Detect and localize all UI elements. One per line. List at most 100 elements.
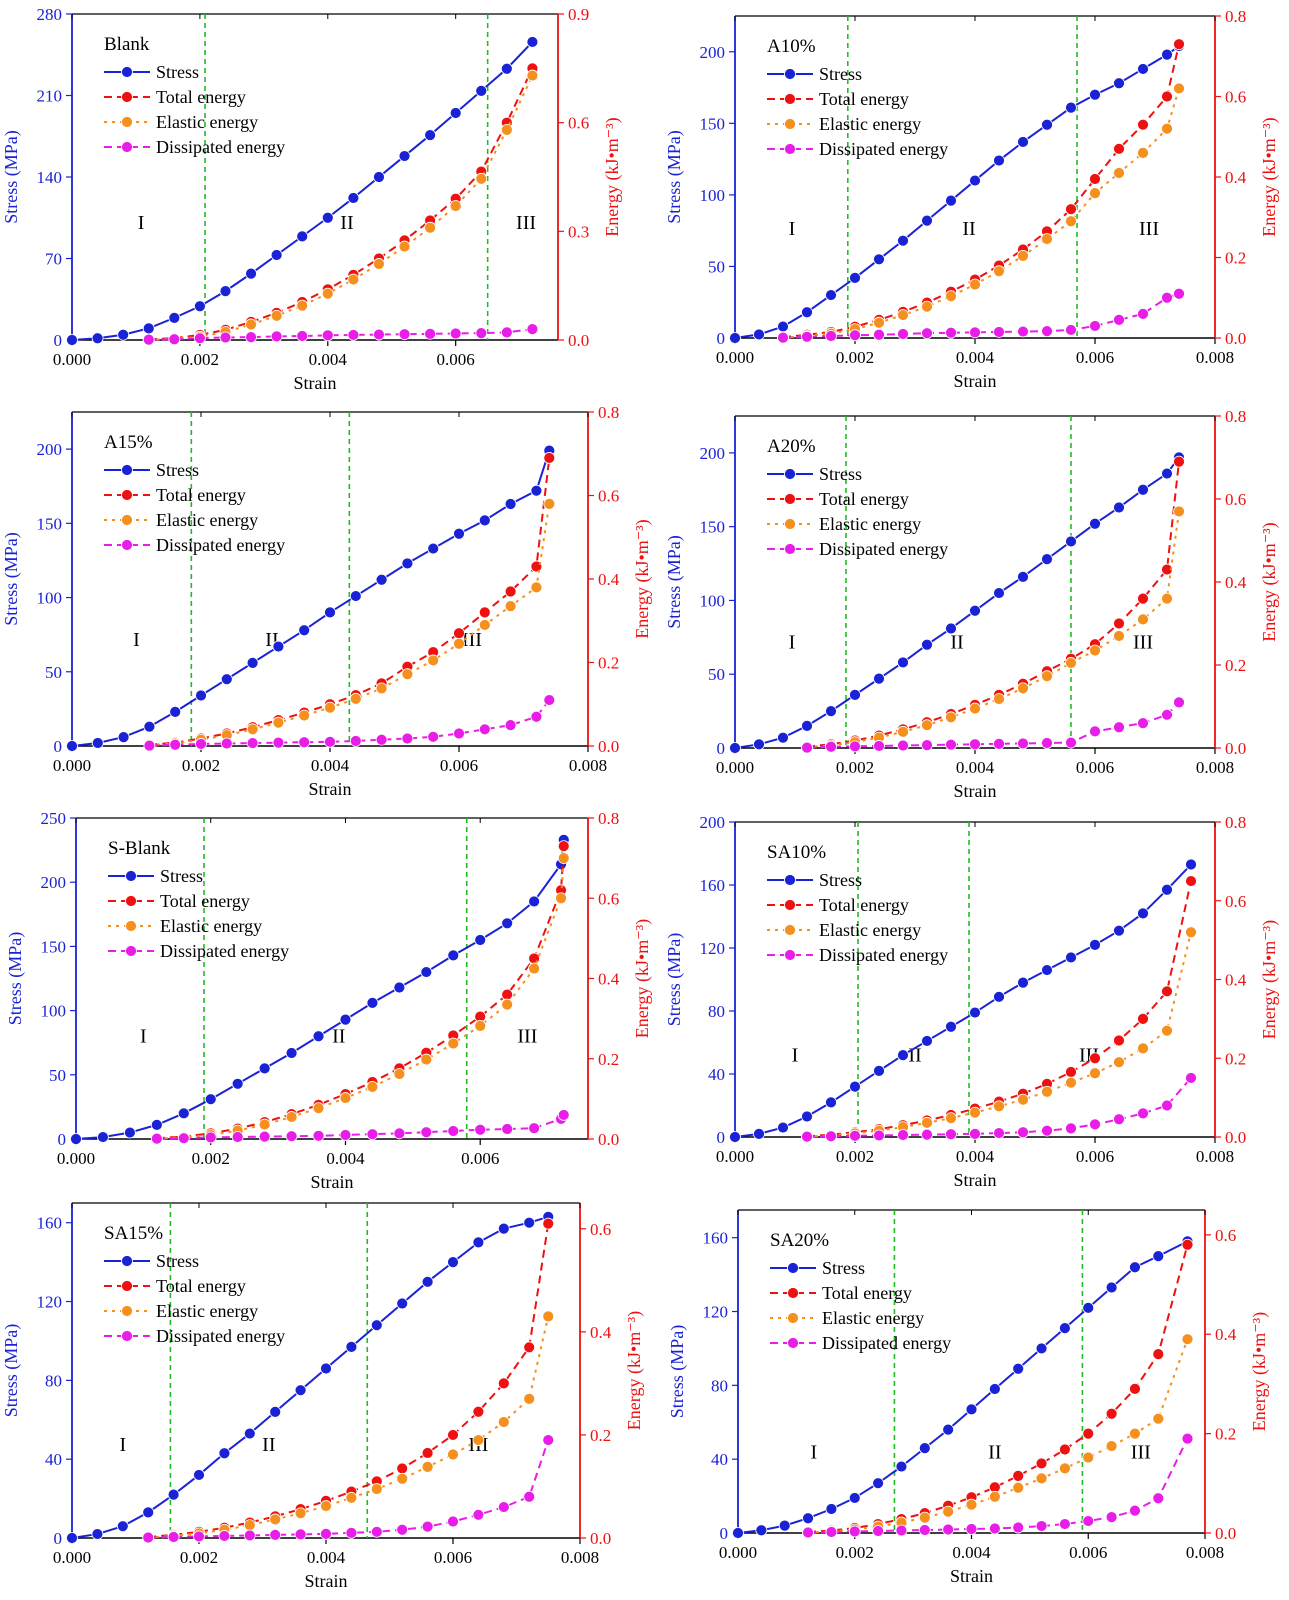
data-point <box>993 693 1005 705</box>
data-point <box>1161 708 1173 721</box>
legend-marker <box>784 468 796 480</box>
data-point <box>1129 1382 1141 1395</box>
legend-marker <box>121 514 133 526</box>
data-point <box>1017 1093 1029 1106</box>
data-point <box>1012 1469 1025 1482</box>
data-point <box>777 320 789 333</box>
data-point <box>1105 1407 1118 1420</box>
legend-marker <box>121 91 133 103</box>
stage-label: III <box>516 212 536 234</box>
data-point <box>245 331 257 344</box>
data-point <box>243 1519 256 1532</box>
y2-tick-label: 0.0 <box>568 331 589 350</box>
data-point <box>921 739 933 751</box>
data-point <box>424 327 437 340</box>
y-tick-label: 250 <box>41 809 67 828</box>
data-point <box>298 624 311 637</box>
legend-marker <box>784 543 796 555</box>
data-point <box>421 1460 434 1473</box>
data-point <box>1089 1118 1101 1131</box>
legend-label: Dissipated energy <box>819 139 948 159</box>
legend-label: Elastic energy <box>156 1301 258 1321</box>
data-point <box>373 258 385 270</box>
data-point <box>472 1405 485 1418</box>
data-point <box>177 1107 190 1120</box>
data-point <box>1035 1457 1048 1470</box>
data-point <box>168 311 181 324</box>
data-point <box>969 278 981 291</box>
data-point <box>969 1106 981 1119</box>
data-point <box>116 1520 129 1533</box>
data-point <box>895 1460 908 1473</box>
data-point <box>945 290 957 303</box>
y-tick-label: 100 <box>700 186 726 205</box>
data-point <box>825 1526 838 1538</box>
y-tick-label: 160 <box>37 1214 63 1233</box>
data-point <box>1152 1412 1165 1425</box>
y-tick-label: 200 <box>700 43 726 62</box>
data-point <box>1089 938 1101 951</box>
data-point <box>1089 1067 1101 1080</box>
data-point <box>472 1434 485 1446</box>
legend-label: Dissipated energy <box>819 539 948 559</box>
data-point <box>424 221 437 234</box>
data-point <box>294 1528 307 1541</box>
data-point <box>475 327 488 340</box>
data-point <box>849 1129 861 1142</box>
data-point <box>543 497 556 510</box>
data-point <box>320 1500 332 1512</box>
data-point <box>825 289 837 301</box>
y-tick-label: 160 <box>700 876 726 895</box>
data-point <box>543 452 556 464</box>
data-point <box>1059 1518 1071 1530</box>
legend-label: Dissipated energy <box>822 1333 951 1353</box>
data-point <box>339 1129 352 1141</box>
data-point <box>895 1524 908 1537</box>
data-point <box>270 330 283 343</box>
x-axis-label: Strain <box>309 779 352 799</box>
y2-tick-label: 0.0 <box>598 1130 619 1149</box>
x-tick-label: 0.004 <box>307 1548 346 1567</box>
x-tick-label: 0.006 <box>1076 1147 1114 1166</box>
series-line-stress <box>737 1240 1188 1534</box>
y2-tick-label: 0.0 <box>1225 1128 1246 1147</box>
x-tick-label: 0.000 <box>53 350 91 369</box>
data-point <box>1041 670 1053 683</box>
data-point <box>168 333 181 346</box>
data-point <box>478 606 491 619</box>
data-point <box>504 719 517 732</box>
panel-title: S-Blank <box>108 838 171 859</box>
data-point <box>1113 1056 1125 1069</box>
data-point <box>557 1109 570 1121</box>
data-point <box>1113 501 1125 514</box>
data-point <box>1017 682 1029 695</box>
y2-tick-label: 0.6 <box>598 487 619 506</box>
data-point <box>447 1515 459 1528</box>
data-point <box>296 330 309 342</box>
y2-tick-label: 0.6 <box>568 114 589 133</box>
x-tick-label: 0.004 <box>952 1543 991 1562</box>
x-tick-label: 0.002 <box>836 1543 874 1562</box>
data-point <box>1129 1504 1141 1517</box>
data-point <box>1082 1427 1095 1440</box>
data-point <box>1105 1281 1118 1294</box>
legend-label: Elastic energy <box>156 510 258 530</box>
stage-label: I <box>811 1442 818 1464</box>
y-axis-label: Stress (MPa) <box>664 535 685 629</box>
data-point <box>542 1434 555 1446</box>
y2-tick-label: 0.2 <box>598 654 619 673</box>
data-point <box>873 253 885 266</box>
data-point <box>1137 146 1149 159</box>
data-point <box>921 1128 933 1141</box>
y-tick-label: 100 <box>41 1002 67 1021</box>
data-point <box>298 736 311 749</box>
legend-label: Dissipated energy <box>156 535 285 555</box>
y-tick-label: 0 <box>54 1529 63 1548</box>
y-axis-label: Stress (MPa) <box>664 130 685 224</box>
y2-tick-label: 0.2 <box>1225 656 1246 675</box>
data-point <box>1041 1085 1053 1098</box>
data-point <box>1035 1342 1048 1355</box>
x-tick-label: 0.004 <box>956 1147 995 1166</box>
data-point <box>1105 1511 1118 1523</box>
data-point <box>453 527 465 540</box>
